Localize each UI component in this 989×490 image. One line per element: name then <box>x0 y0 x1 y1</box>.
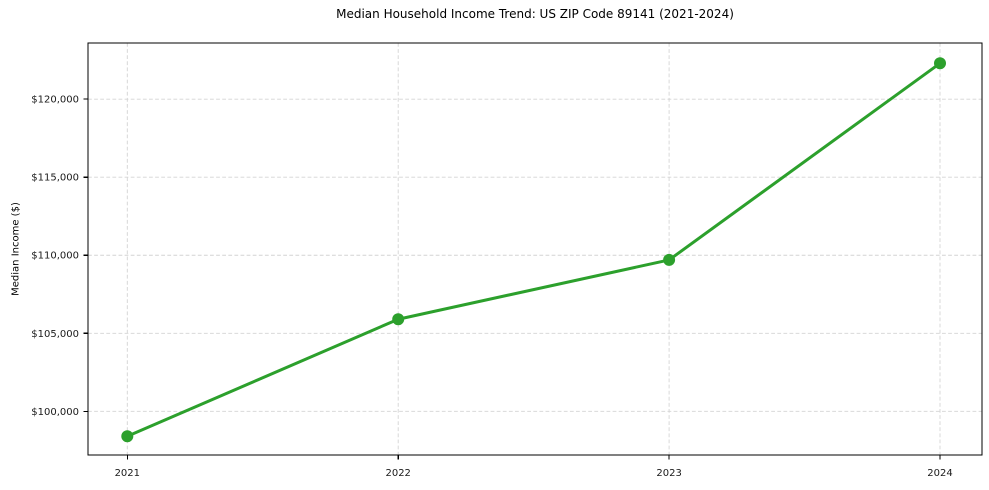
y-tick-label: $115,000 <box>31 173 79 184</box>
plot-border <box>87 42 983 456</box>
x-tick-label: 2022 <box>385 468 410 479</box>
income-trend-line <box>125 61 942 438</box>
y-tick-label: $100,000 <box>31 407 79 418</box>
y-tick-label: $110,000 <box>31 251 79 262</box>
data-point-marker <box>121 430 134 443</box>
x-tick-label: 2021 <box>115 468 140 479</box>
data-point-marker <box>934 57 946 70</box>
y-tick-label: $120,000 <box>31 95 79 106</box>
data-point-marker <box>392 313 405 326</box>
x-tick-label: 2023 <box>656 468 681 479</box>
y-tick-label: $105,000 <box>31 329 79 340</box>
chart-title: Median Household Income Trend: US ZIP Co… <box>336 7 734 21</box>
x-tick-label: 2024 <box>927 468 952 479</box>
data-point-marker <box>663 253 676 266</box>
